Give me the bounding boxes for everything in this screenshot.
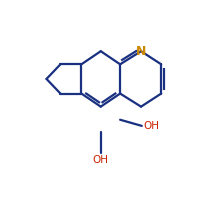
Text: OH: OH	[143, 121, 159, 131]
Text: OH: OH	[93, 155, 109, 165]
Text: N: N	[136, 45, 146, 58]
